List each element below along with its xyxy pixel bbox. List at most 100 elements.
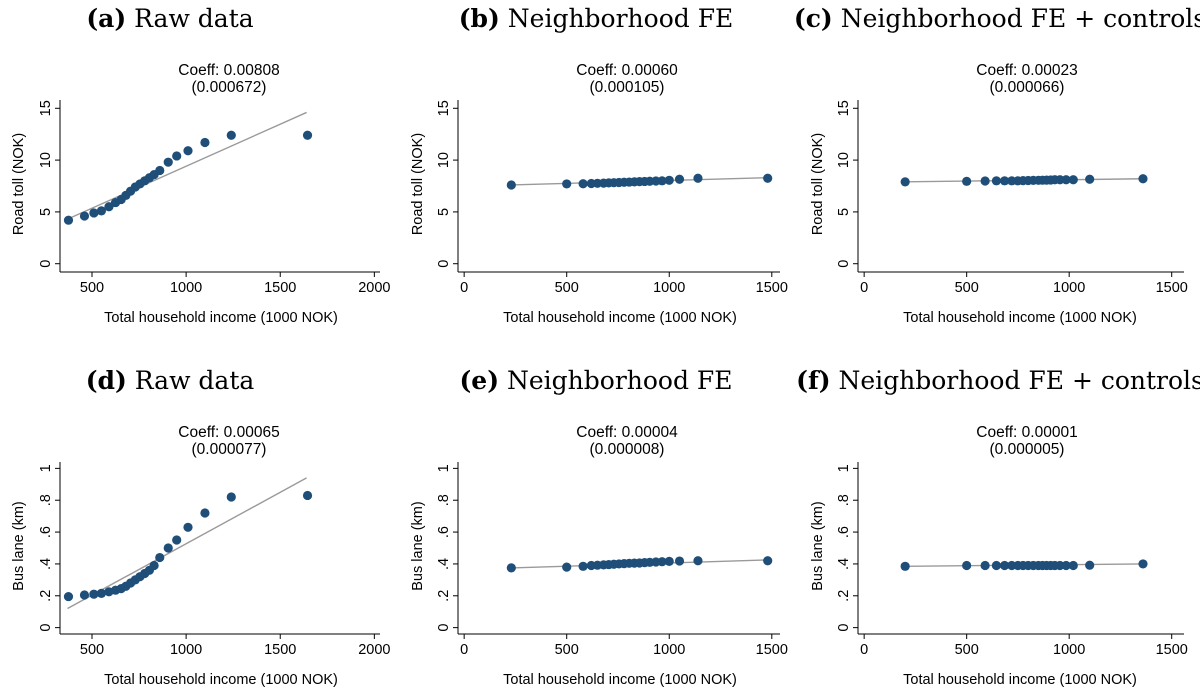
panel-d-se: (0.000077) (192, 441, 267, 458)
data-point (657, 176, 667, 186)
data-point (200, 137, 210, 148)
x-tick-label: 1500 (264, 642, 296, 658)
panel-e-title: Neighborhood FE (507, 366, 733, 395)
x-tick-label: 1000 (170, 642, 202, 658)
panel-a-heading: (a) Raw data (86, 4, 253, 33)
x-tick-label: 1000 (653, 642, 685, 658)
panel-b-title: Neighborhood FE (508, 4, 734, 33)
data-point (674, 556, 685, 566)
y-tick-label: 15 (436, 100, 452, 116)
data-point (980, 560, 990, 571)
data-point (991, 560, 1001, 571)
panel-e: (e) Neighborhood FE Coeff: 0.00004 (0.00… (410, 366, 788, 688)
data-point (79, 590, 90, 600)
y-tick-label: .2 (38, 590, 54, 602)
data-point (674, 174, 685, 184)
y-tick-label: 10 (836, 152, 852, 168)
data-point (1061, 175, 1071, 185)
x-tick-label: 1500 (1156, 642, 1188, 658)
panel-c-title: Neighborhood FE + controls (841, 4, 1200, 33)
x-tick-label: 1000 (170, 280, 202, 296)
data-point (79, 211, 90, 221)
panel-f-title: Neighborhood FE + controls (838, 366, 1200, 395)
panel-b-ylabel: Road toll (NOK) (410, 133, 426, 235)
data-point (172, 535, 182, 545)
panel-c-ylabel: Road toll (NOK) (810, 133, 826, 235)
data-point (962, 176, 972, 186)
panel-d-coeff: Coeff: 0.00065 (178, 424, 279, 441)
y-tick-label: 10 (38, 152, 54, 168)
x-tick-label: 500 (555, 280, 579, 296)
panel-a-xlabel: Total household income (1000 NOK) (104, 310, 338, 326)
data-point (302, 130, 313, 140)
panel-f-letter: (f) (796, 366, 830, 395)
x-tick-label: 1000 (1053, 642, 1085, 658)
data-point (578, 179, 588, 189)
x-tick-label: 500 (955, 642, 979, 658)
data-point (763, 173, 773, 183)
x-tick-label: 500 (955, 280, 979, 296)
panel-d-xlabel: Total household income (1000 NOK) (104, 672, 338, 688)
panel-f-plot: 0 500 1000 1500 0 .2 .4 .6 .8 1 (836, 462, 1188, 658)
panel-c-heading: (c) Neighborhood FE + controls (794, 4, 1200, 33)
x-tick-label: 0 (460, 642, 468, 658)
x-tick-label: 2000 (358, 280, 390, 296)
fit-line (67, 477, 307, 610)
panel-a-letter: (a) (86, 4, 126, 33)
panel-a-ylabel: Road toll (NOK) (11, 133, 27, 235)
panel-b-plot: 0 500 1000 1500 0 5 10 15 (436, 100, 788, 296)
y-tick-label: 15 (836, 100, 852, 116)
panel-a-title: Raw data (134, 4, 254, 33)
panel-f-ylabel: Bus lane (km) (810, 501, 826, 590)
y-tick-label: .8 (836, 494, 852, 506)
panel-d-title: Raw data (135, 366, 255, 395)
x-tick-label: 500 (555, 642, 579, 658)
panel-f-heading: (f) Neighborhood FE + controls (796, 366, 1200, 395)
data-point (89, 589, 99, 599)
data-point (163, 543, 173, 553)
y-tick-label: 0 (436, 624, 452, 632)
y-tick-label: .6 (38, 526, 54, 538)
data-point (562, 562, 572, 572)
y-tick-label: .4 (836, 558, 852, 570)
data-point (63, 591, 74, 602)
data-point (89, 208, 99, 218)
data-point (155, 165, 165, 176)
data-point (900, 177, 910, 187)
panel-b-letter: (b) (459, 4, 500, 33)
data-point (506, 563, 516, 573)
panel-e-se: (0.000008) (590, 441, 665, 458)
y-tick-label: 10 (436, 152, 452, 168)
panel-b: (b) Neighborhood FE Coeff: 0.00060 (0.00… (410, 4, 788, 326)
panel-f-coeff: Coeff: 0.00001 (976, 424, 1077, 441)
data-point (172, 151, 182, 161)
x-tick-label: 0 (860, 280, 868, 296)
panel-e-plot: 0 500 1000 1500 0 .2 .4 .6 .8 1 (436, 462, 788, 658)
panel-e-coeff: Coeff: 0.00004 (576, 424, 678, 441)
panel-b-coeff: Coeff: 0.00060 (576, 62, 678, 79)
y-tick-label: 0 (836, 624, 852, 632)
data-point (226, 130, 236, 140)
data-point (1138, 174, 1148, 184)
data-point (104, 202, 114, 212)
panel-a-se: (0.000672) (192, 79, 267, 96)
data-point (991, 176, 1001, 186)
data-point (149, 560, 159, 571)
y-tick-label: .4 (38, 558, 54, 570)
panel-d-heading: (d) Raw data (86, 366, 255, 395)
y-tick-label: .2 (436, 590, 452, 602)
panel-c-coeff: Coeff: 0.00023 (976, 62, 1077, 79)
data-point (506, 180, 516, 190)
panel-c-plot: 0 500 1000 1500 0 5 10 15 (836, 100, 1188, 296)
x-tick-label: 500 (80, 642, 104, 658)
y-tick-label: 0 (436, 260, 452, 268)
data-point (155, 552, 165, 563)
data-point (693, 556, 703, 566)
data-point (226, 492, 236, 502)
panel-b-se: (0.000105) (590, 79, 665, 96)
x-tick-label: 1500 (756, 280, 788, 296)
data-point (96, 588, 107, 598)
data-point (562, 179, 572, 189)
y-tick-label: .8 (38, 494, 54, 506)
